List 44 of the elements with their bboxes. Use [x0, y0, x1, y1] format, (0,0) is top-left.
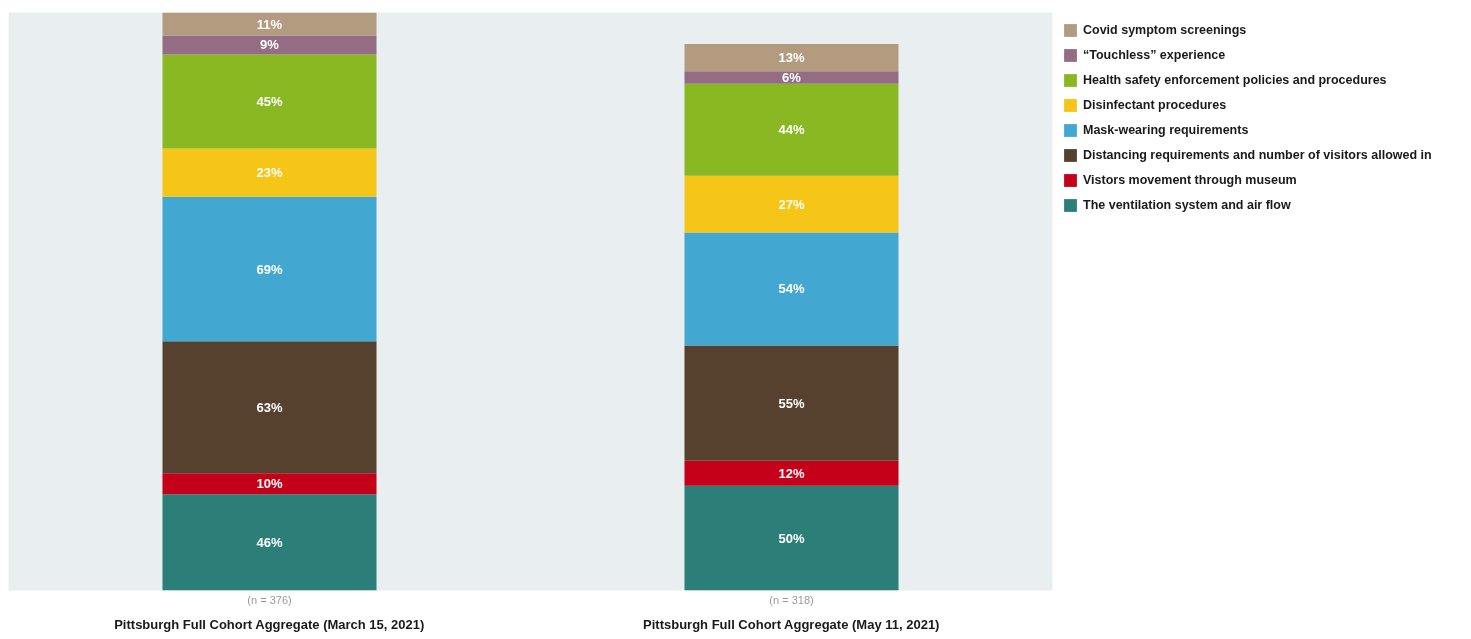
bar: [162, 196, 377, 342]
text: (n = 376): [247, 593, 292, 606]
legend-label: Health safety enforcement policies and procedures: [1083, 72, 1387, 88]
data-label: 12%: [778, 465, 805, 481]
x-tick-label: Pittsburgh Full Cohort Aggregate (March 15, 2021): [114, 616, 425, 632]
data-label: 69%: [256, 261, 283, 277]
data-label: 27%: [778, 196, 805, 212]
bar: [684, 460, 899, 486]
data-label: 13%: [778, 50, 805, 66]
data-label: 45%: [256, 94, 283, 109]
bar: [162, 494, 377, 591]
data-label: 46%: [256, 534, 283, 550]
bar: [162, 54, 377, 149]
bar: [684, 345, 899, 461]
bar: [162, 12, 377, 36]
bar: [684, 232, 899, 346]
bar: [684, 83, 899, 176]
bar: [684, 43, 899, 72]
data-label: 55%: [778, 395, 805, 411]
x-tick-label: Pittsburgh Full Cohort Aggregate (May 11, 2021): [643, 616, 940, 632]
data-label: 50%: [778, 530, 805, 546]
data-label: 6%: [782, 69, 802, 85]
bar: [684, 175, 899, 233]
data-label: 23%: [256, 165, 283, 181]
bar: [684, 71, 899, 84]
legend-label: “Touchless” experience: [1083, 47, 1226, 63]
legend-label: Distancing requirements and number of visitors allowed in: [1083, 147, 1432, 163]
legend-label: Disinfectant procedures: [1083, 97, 1227, 113]
legend-label: Mask-wearing requirements: [1083, 122, 1249, 138]
legend-label: Vistors movement through museum: [1083, 172, 1297, 188]
data-label: 11%: [256, 16, 283, 32]
legend-label: Covid symptom screenings: [1083, 22, 1247, 38]
data-label: 63%: [256, 399, 283, 415]
legend-label: The ventilation system and air flow: [1083, 197, 1291, 213]
data-label: 54%: [778, 281, 805, 297]
bar: [162, 35, 377, 55]
data-label: 10%: [256, 476, 283, 492]
bar: [684, 485, 899, 591]
data-label: 9%: [260, 37, 280, 53]
bar: [162, 341, 377, 474]
text: (n = 318): [769, 593, 814, 606]
bar: [162, 473, 377, 495]
data-label: 44%: [778, 122, 805, 138]
bar: [162, 148, 377, 197]
